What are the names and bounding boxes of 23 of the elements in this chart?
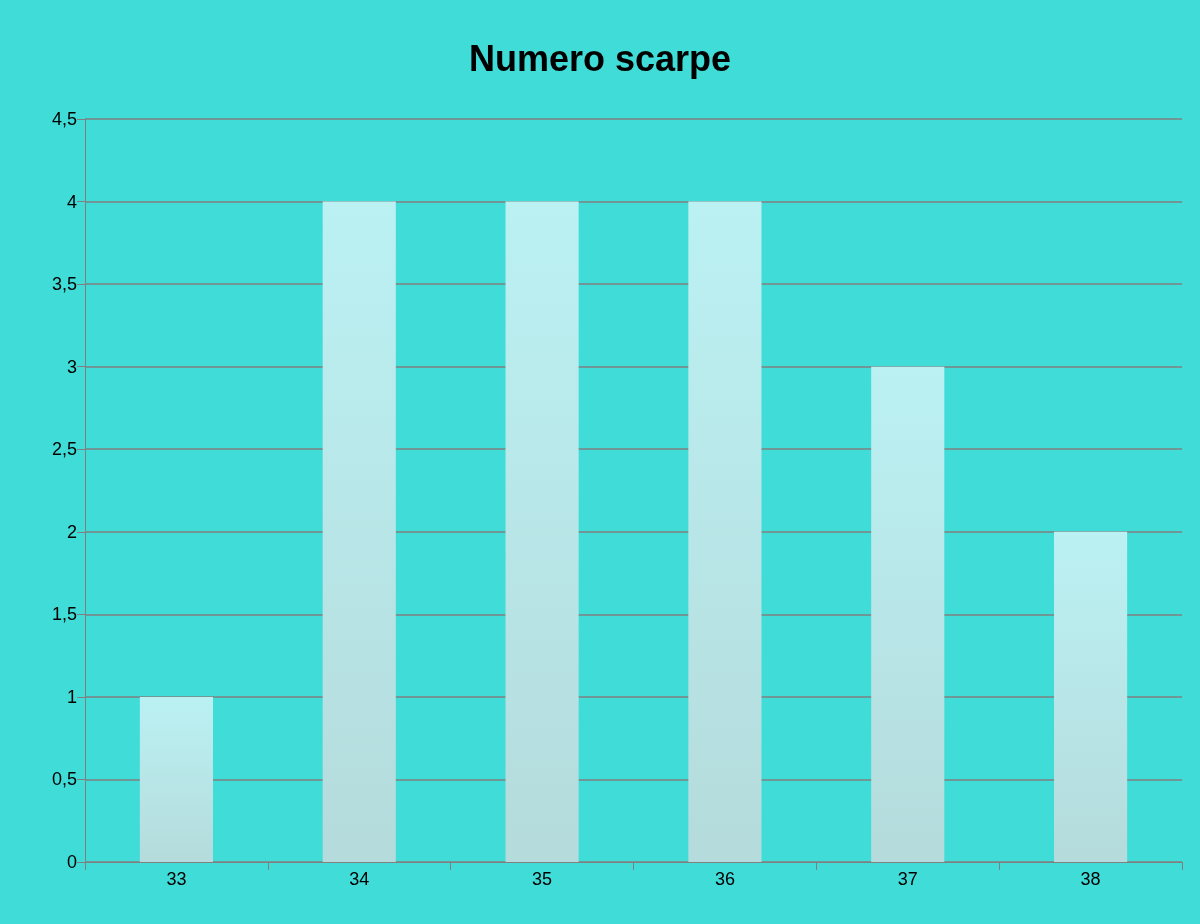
y-tick-label: 0 [66,852,77,872]
y-tick-label: 2,5 [51,439,77,460]
y-tick-label: 2 [66,521,77,542]
y-tick-label: 3,5 [51,274,77,295]
y-tick-label: 4,5 [51,109,77,129]
x-tick-label: 33 [166,869,187,889]
bar [871,366,945,862]
bar [505,201,579,862]
x-tick-label: 34 [349,869,370,889]
y-tick-label: 4 [66,191,77,212]
y-tick-label: 1 [66,686,77,707]
bar [1054,531,1128,862]
bar [139,696,213,862]
y-tick-label: 1,5 [51,604,77,625]
y-tick-label: 0,5 [51,769,77,790]
bar [688,201,762,862]
x-tick-label: 38 [1080,869,1101,889]
y-tick-label: 3 [66,356,77,377]
x-tick-label: 37 [897,869,918,889]
bar [322,201,396,862]
chart-title: Numero scarpe [468,37,732,79]
x-tick-label: 36 [714,869,735,889]
x-tick-label: 35 [532,869,553,889]
